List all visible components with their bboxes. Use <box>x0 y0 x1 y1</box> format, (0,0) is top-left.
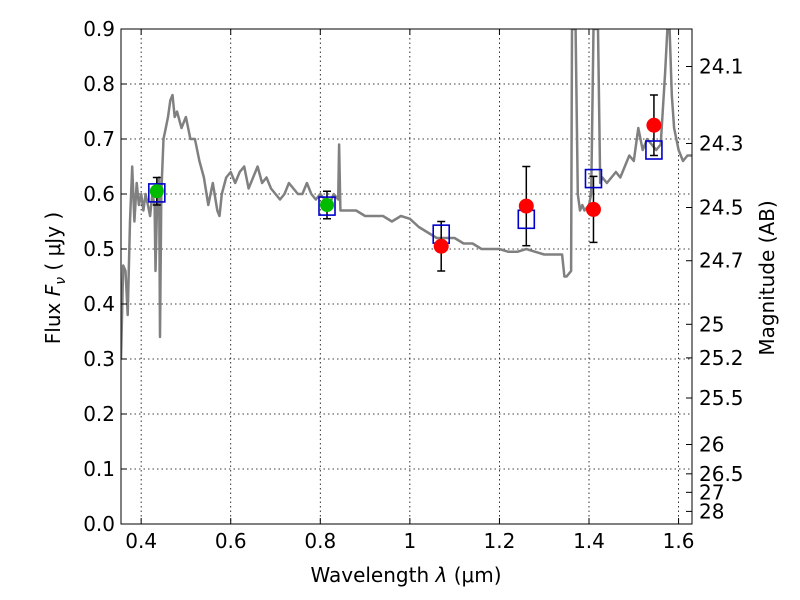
y2-tick-label: 24.7 <box>699 249 744 273</box>
model-photometry-box <box>645 140 663 160</box>
y-tick-label: 0.0 <box>83 512 115 536</box>
y2-tick-label: 25.5 <box>699 386 744 410</box>
y-tick-label: 0.8 <box>83 72 115 96</box>
x-tick-label: 0.6 <box>215 529 247 553</box>
observed-photometry-point <box>433 238 449 254</box>
spectrum-layer <box>121 29 692 360</box>
x-tick-label: 1 <box>403 529 416 553</box>
observed-photometry-point <box>585 201 601 217</box>
y2-tick-label: 24.5 <box>699 195 744 219</box>
y-tick-label: 0.1 <box>83 457 115 481</box>
y2-tick-label: 27 <box>699 480 724 504</box>
y-tick-label: 0.2 <box>83 402 115 426</box>
observed-photometry-point <box>518 198 534 214</box>
x-tick-label: 1.2 <box>484 529 516 553</box>
y-tick-label: 0.5 <box>83 237 115 261</box>
x-tick-label: 0.8 <box>304 529 336 553</box>
y2-tick-label: 28 <box>699 499 724 523</box>
observed-photometry-point <box>646 117 662 133</box>
x-tick-label: 1.4 <box>573 529 605 553</box>
x-tick-label: 0.4 <box>125 529 157 553</box>
y2-tick-label: 24.1 <box>699 55 744 79</box>
y2-tick-label: 26 <box>699 432 724 456</box>
y-tick-label: 0.7 <box>83 127 115 151</box>
x-axis-label: Wavelength λ (μm) <box>310 563 501 587</box>
y2-tick-label: 26.5 <box>699 462 744 486</box>
y2-tick-label: 24.3 <box>699 131 744 155</box>
y-tick-label: 0.3 <box>83 347 115 371</box>
y-tick-label: 0.9 <box>83 17 115 41</box>
y2-tick-label: 25 <box>699 312 724 336</box>
y-axis-label: Flux Fν ( μJy ) <box>41 212 69 344</box>
y-tick-label: 0.6 <box>83 182 115 206</box>
model-photometry-box <box>584 168 603 189</box>
optical-photometry-point <box>320 198 335 212</box>
x-tick-label: 1.6 <box>663 529 695 553</box>
model-spectrum-line <box>121 29 692 360</box>
y2-tick-label: 25.2 <box>699 346 744 370</box>
data-points <box>148 94 663 272</box>
optical-photometry-point <box>149 184 164 199</box>
y2-axis-label: Magnitude (AB) <box>755 200 779 355</box>
grid <box>121 29 692 524</box>
y-tick-label: 0.4 <box>83 292 115 316</box>
plot-frame <box>120 28 693 525</box>
model-photometry-box <box>318 196 336 216</box>
model-photometry-box <box>148 183 166 203</box>
axis-ticks: 0.4 0.6 0.8 1 1.2 1.4 1.6 0.0 0.1 0.2 0.3 0.4 0.5 0.6… <box>83 17 743 553</box>
